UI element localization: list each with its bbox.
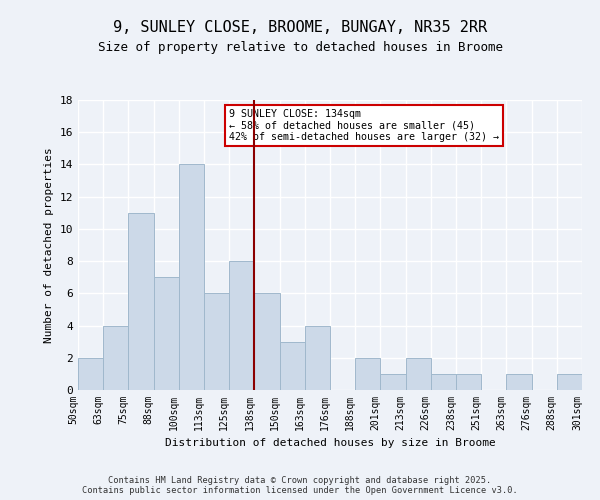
Bar	[380, 374, 406, 390]
X-axis label: Distribution of detached houses by size in Broome: Distribution of detached houses by size …	[164, 438, 496, 448]
Bar	[280, 342, 305, 390]
Bar	[431, 374, 456, 390]
Bar	[506, 374, 532, 390]
Text: Contains HM Land Registry data © Crown copyright and database right 2025.
Contai: Contains HM Land Registry data © Crown c…	[82, 476, 518, 495]
Bar	[204, 294, 229, 390]
Text: 9, SUNLEY CLOSE, BROOME, BUNGAY, NR35 2RR: 9, SUNLEY CLOSE, BROOME, BUNGAY, NR35 2R…	[113, 20, 487, 35]
Bar	[229, 261, 254, 390]
Bar	[406, 358, 431, 390]
Bar	[128, 213, 154, 390]
Bar	[456, 374, 481, 390]
Text: 9 SUNLEY CLOSE: 134sqm
← 58% of detached houses are smaller (45)
42% of semi-det: 9 SUNLEY CLOSE: 134sqm ← 58% of detached…	[229, 108, 499, 142]
Bar	[154, 277, 179, 390]
Bar	[355, 358, 380, 390]
Bar	[557, 374, 582, 390]
Bar	[103, 326, 128, 390]
Y-axis label: Number of detached properties: Number of detached properties	[44, 147, 54, 343]
Bar	[78, 358, 103, 390]
Text: Size of property relative to detached houses in Broome: Size of property relative to detached ho…	[97, 41, 503, 54]
Bar	[254, 294, 280, 390]
Bar	[305, 326, 330, 390]
Bar	[179, 164, 204, 390]
